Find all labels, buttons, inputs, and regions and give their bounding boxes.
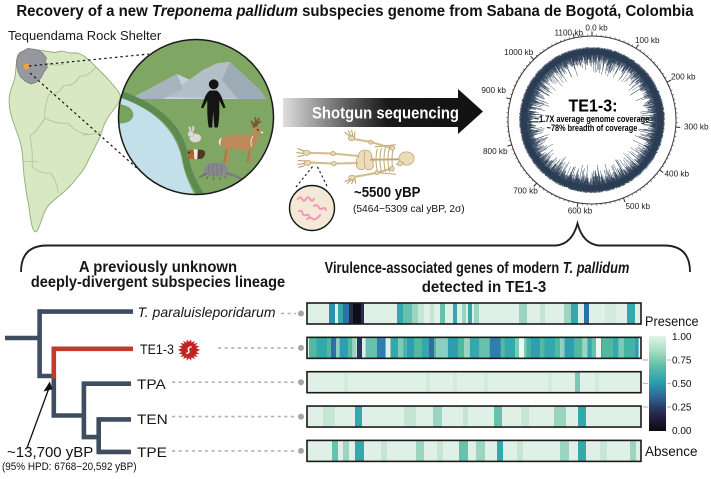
svg-text:700 kb: 700 kb bbox=[513, 187, 538, 196]
svg-text:~78% breadth of coverage: ~78% breadth of coverage bbox=[547, 123, 638, 134]
svg-text:200 kb: 200 kb bbox=[671, 73, 696, 82]
svg-text:1.00: 1.00 bbox=[672, 332, 692, 343]
svg-text:1000 kb: 1000 kb bbox=[504, 48, 534, 57]
svg-text:1100 kb: 1100 kb bbox=[554, 29, 583, 38]
svg-text:500 kb: 500 kb bbox=[626, 202, 651, 211]
svg-text:800 kb: 800 kb bbox=[483, 147, 508, 156]
svg-text:TE1-3:: TE1-3: bbox=[569, 96, 618, 116]
svg-text:400 kb: 400 kb bbox=[665, 170, 690, 179]
svg-text:0.0 kb: 0.0 kb bbox=[585, 24, 608, 33]
svg-text:900 kb: 900 kb bbox=[481, 86, 506, 95]
svg-text:0.75: 0.75 bbox=[672, 356, 692, 367]
svg-text:600 kb: 600 kb bbox=[568, 207, 593, 216]
svg-text:0.25: 0.25 bbox=[672, 403, 692, 414]
svg-text:~1.7X average genome coverage: ~1.7X average genome coverage bbox=[535, 114, 650, 125]
svg-text:0.00: 0.00 bbox=[672, 426, 692, 437]
svg-text:Shotgun sequencing: Shotgun sequencing bbox=[312, 105, 459, 123]
svg-text:300 kb: 300 kb bbox=[684, 123, 709, 132]
svg-text:0.50: 0.50 bbox=[672, 379, 692, 390]
svg-text:100 kb: 100 kb bbox=[635, 36, 660, 45]
